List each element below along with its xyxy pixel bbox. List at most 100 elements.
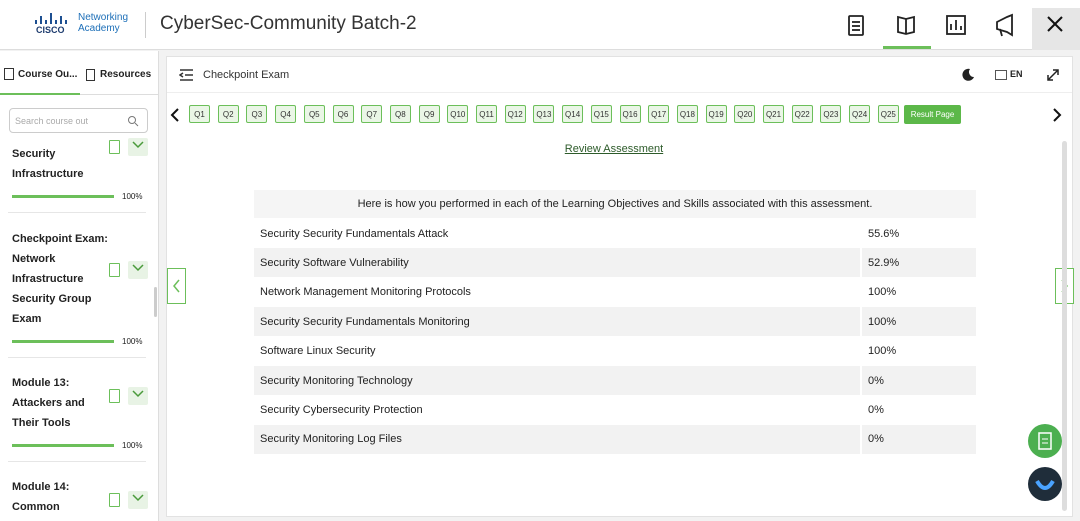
- academy-name: Networking Academy: [78, 12, 128, 34]
- module-title-line: Checkpoint Exam:: [12, 233, 108, 245]
- module-title-line: Attackers and: [12, 397, 85, 409]
- course-title: CyberSec-Community Batch-2: [160, 13, 417, 34]
- toolbar: Checkpoint Exam EN: [167, 57, 1072, 93]
- dark-mode-toggle[interactable]: [961, 68, 975, 82]
- question-button[interactable]: Q16: [619, 105, 641, 123]
- question-button[interactable]: Q22: [791, 105, 813, 123]
- expand-button[interactable]: [128, 261, 148, 279]
- language-label: EN: [1010, 69, 1023, 79]
- progress-label: 100%: [122, 441, 143, 451]
- question-button[interactable]: Q20: [734, 105, 756, 123]
- question-button[interactable]: Q12: [504, 105, 526, 123]
- question-button[interactable]: Q3: [246, 105, 268, 123]
- skill-score: 0%: [860, 395, 976, 425]
- progress: 100%: [12, 437, 148, 451]
- module-item[interactable]: Module 14: Common: [12, 477, 148, 517]
- question-button[interactable]: Q6: [332, 105, 354, 123]
- expand-button[interactable]: [128, 491, 148, 509]
- toolbar-title: Checkpoint Exam: [203, 69, 290, 81]
- checklist-icon: [109, 389, 120, 403]
- question-button[interactable]: Q5: [303, 105, 325, 123]
- notes-icon[interactable]: [848, 15, 864, 36]
- question-button[interactable]: Q14: [562, 105, 584, 123]
- language-button[interactable]: EN: [995, 69, 1023, 80]
- search-box[interactable]: Search course out: [9, 108, 148, 133]
- module-title-line: Exam: [12, 313, 42, 325]
- fullscreen-button[interactable]: [1047, 69, 1059, 81]
- cisco-logo: [35, 13, 67, 24]
- prev-question[interactable]: [169, 107, 181, 123]
- question-button[interactable]: Q9: [418, 105, 440, 123]
- expand-button[interactable]: [128, 387, 148, 405]
- question-button[interactable]: Q10: [447, 105, 469, 123]
- question-button[interactable]: Q25: [877, 105, 899, 123]
- question-button[interactable]: Q24: [849, 105, 871, 123]
- expand-button[interactable]: [128, 138, 148, 156]
- skill-name: Security Monitoring Technology: [260, 374, 413, 387]
- checklist-icon: [109, 493, 120, 507]
- module-title-line: Their Tools: [12, 417, 71, 429]
- skill-score: 100%: [860, 307, 976, 337]
- notes-fab[interactable]: [1028, 424, 1062, 458]
- table-row: Security Cybersecurity Protection 0%: [254, 395, 976, 425]
- question-button[interactable]: Q7: [361, 105, 383, 123]
- active-tab-underline: [883, 46, 931, 49]
- review-link[interactable]: Review Assessment: [564, 143, 664, 155]
- question-button[interactable]: Q8: [389, 105, 411, 123]
- header-icons: [848, 8, 1080, 50]
- progress-label: 100%: [122, 337, 143, 347]
- next-question[interactable]: [1051, 107, 1063, 123]
- question-button[interactable]: Q21: [763, 105, 784, 123]
- grades-icon[interactable]: [946, 15, 966, 35]
- book-icon[interactable]: [897, 15, 915, 35]
- question-button[interactable]: Q15: [590, 105, 612, 123]
- table-row: Security Software Vulnerability 52.9%: [254, 248, 976, 278]
- module-item[interactable]: Module 13: Attackers and Their Tools 100%: [12, 373, 148, 451]
- table-row: Security Monitoring Log Files 0%: [254, 424, 976, 454]
- module-controls: [109, 491, 148, 509]
- module-title-line: Security Group: [12, 293, 92, 305]
- module-controls: [109, 387, 148, 405]
- progress-label: 100%: [122, 192, 143, 202]
- table-row: Security Security Fundamentals Attack 55.…: [254, 219, 976, 248]
- skill-name: Security Software Vulnerability: [260, 256, 409, 269]
- skill-score: 52.9%: [860, 248, 976, 278]
- question-button[interactable]: Q11: [476, 105, 497, 123]
- close-bg[interactable]: [1032, 8, 1080, 50]
- table-row: Security Security Fundamentals Monitorin…: [254, 307, 976, 337]
- announce-icon[interactable]: [996, 13, 1013, 37]
- progress-bar: [12, 195, 114, 199]
- tab[interactable]: Resources: [80, 55, 158, 95]
- divider: [145, 12, 146, 38]
- skill-name: Security Cybersecurity Protection: [260, 403, 423, 416]
- question-button[interactable]: Q2: [217, 105, 239, 123]
- question-button[interactable]: Q1: [189, 105, 210, 123]
- skill-score: 100%: [860, 336, 976, 366]
- scrollbar: [1062, 141, 1067, 511]
- question-button[interactable]: Q23: [820, 105, 842, 123]
- question-button[interactable]: Q19: [705, 105, 727, 123]
- question-button[interactable]: Q18: [676, 105, 698, 123]
- table-row: Network Management Monitoring Protocols 1…: [254, 277, 976, 307]
- progress: 100%: [12, 188, 148, 202]
- tab[interactable]: Course Ou...: [0, 55, 80, 95]
- module-title-line: Network: [12, 253, 56, 265]
- module-item[interactable]: Checkpoint Exam: Network Infrastructure Sec…: [12, 229, 148, 347]
- scrollbar: [154, 287, 157, 317]
- table-row: Security Monitoring Technology 0%: [254, 366, 976, 395]
- question-button[interactable]: Q4: [275, 105, 297, 123]
- module-item[interactable]: Security Infrastructure 100%: [12, 138, 148, 202]
- assistant-fab[interactable]: [1028, 467, 1062, 501]
- tab-label: Resources: [100, 69, 152, 80]
- floating-buttons: [1028, 424, 1062, 501]
- brand: CISCO: [36, 25, 65, 35]
- question-button[interactable]: Q13: [533, 105, 555, 123]
- result-page-button[interactable]: Result Page: [904, 105, 961, 124]
- prev-page[interactable]: [167, 268, 186, 304]
- skill-score: 0%: [860, 366, 976, 395]
- separator: [8, 357, 146, 358]
- progress-bar: [12, 340, 114, 344]
- tab-label: Course Ou...: [18, 68, 78, 80]
- question-button[interactable]: Q17: [648, 105, 670, 123]
